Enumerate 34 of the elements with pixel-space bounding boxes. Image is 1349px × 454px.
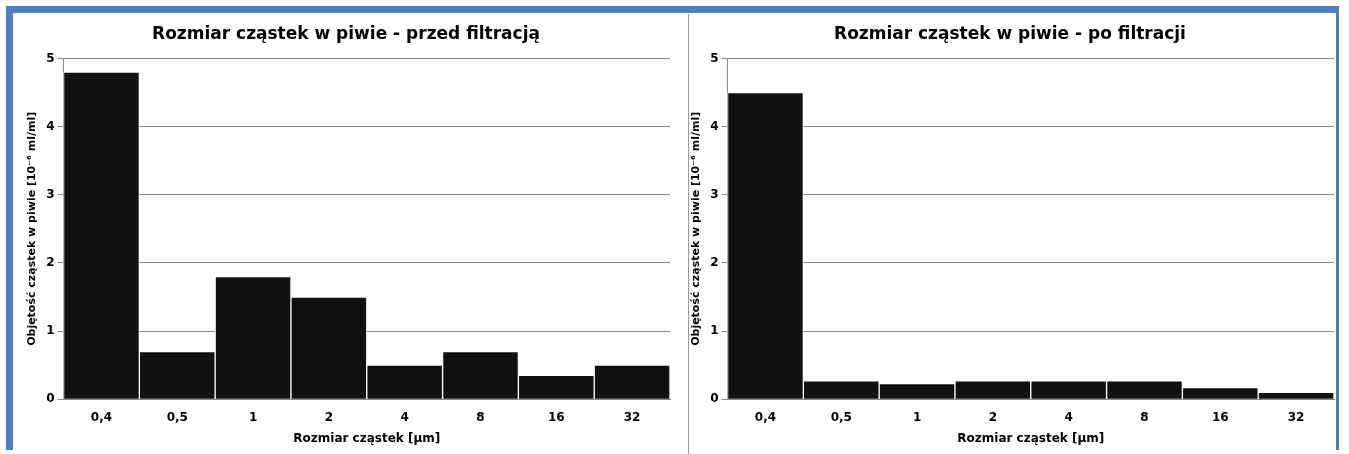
x-tick-label: 32 <box>623 409 641 424</box>
y-axis-title: Objętość cząstek w piwie [10⁻⁶ ml/ml] <box>689 111 703 346</box>
y-tick-label: 1 <box>46 323 55 338</box>
x-tick-label: 16 <box>1211 409 1229 424</box>
y-tick-label: 0 <box>710 391 719 406</box>
x-tick-label: 2 <box>324 409 334 424</box>
x-axis-title: Rozmiar cząstek [µm] <box>957 430 1105 445</box>
y-tick-label: 3 <box>46 186 55 201</box>
chart-title: Rozmiar cząstek w piwie - po filtracji <box>834 22 1186 43</box>
x-tick-label: 4 <box>400 409 409 424</box>
y-tick-label: 4 <box>46 118 55 133</box>
y-tick-label: 2 <box>46 255 55 270</box>
y-tick-label: 5 <box>46 50 55 65</box>
x-tick-label: 0,4 <box>90 409 113 424</box>
y-tick-label: 1 <box>710 323 719 338</box>
y-tick-label: 0 <box>46 391 55 406</box>
x-tick-label: 0,4 <box>754 409 777 424</box>
y-tick-label: 2 <box>710 255 719 270</box>
x-tick-label: 8 <box>1140 409 1149 424</box>
x-tick-label: 4 <box>1064 409 1073 424</box>
x-tick-label: 0,5 <box>830 409 852 424</box>
x-tick-label: 0,5 <box>166 409 188 424</box>
x-tick-label: 16 <box>547 409 565 424</box>
y-tick-label: 3 <box>710 186 719 201</box>
x-tick-label: 1 <box>248 409 258 424</box>
y-axis-title: Objętość cząstek w piwie [10⁻⁶ ml/ml] <box>25 111 39 346</box>
x-axis-title: Rozmiar cząstek [µm] <box>293 430 441 445</box>
x-tick-label: 1 <box>912 409 922 424</box>
y-tick-label: 4 <box>710 118 719 133</box>
chart-title: Rozmiar cząstek w piwie - przed filtracją <box>152 22 540 43</box>
x-tick-label: 32 <box>1287 409 1305 424</box>
x-tick-label: 8 <box>476 409 485 424</box>
y-tick-label: 5 <box>710 50 719 65</box>
x-tick-label: 2 <box>988 409 998 424</box>
